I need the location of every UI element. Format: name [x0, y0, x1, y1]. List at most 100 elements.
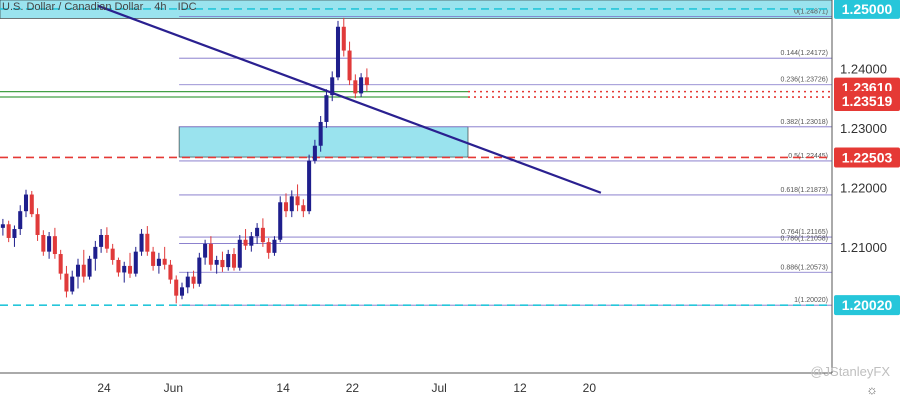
y-tick-label: 1.24000 [840, 61, 887, 76]
y-tick-label: 1.22000 [840, 180, 887, 195]
candle-body [260, 227, 265, 243]
candle-body [12, 229, 17, 238]
candle-body [266, 242, 271, 253]
price-badge-0 [834, 0, 900, 19]
candles-layer [0, 17, 369, 304]
candle-body [353, 80, 358, 94]
candle-body [179, 287, 185, 296]
candle-body [295, 196, 300, 206]
candle-body [231, 254, 237, 268]
candle-body [127, 265, 133, 274]
watermark: @JStanleyFX [810, 364, 890, 379]
candle-body [122, 265, 127, 273]
candle-body [168, 264, 173, 280]
zones-layer [0, 0, 833, 158]
candle-body [35, 214, 40, 235]
price-badge-label: 1.23519 [842, 93, 893, 109]
data-source: IDC [177, 1, 197, 13]
price-badge-label: 1.25000 [842, 1, 893, 17]
fib-level-label: 0.618(1.21873) [781, 187, 828, 194]
candle-body [203, 243, 208, 258]
gear-icon[interactable]: ☼ [866, 382, 878, 397]
fib-level-label: 0.382(1.23018) [781, 119, 828, 126]
candle-body [0, 224, 5, 228]
candle-body [197, 257, 202, 284]
axis-layer: 24 Jun 14 22 Jul 12 20 1.24000 1.23000 1.22000 1.2… [0, 0, 887, 395]
candle-body [41, 234, 46, 252]
fib-level-label: 0.5(1.22445) [788, 153, 828, 160]
levels-layer [0, 8, 832, 306]
candle-body [52, 236, 57, 255]
x-tick-label: Jun [164, 381, 183, 395]
candle-body [6, 224, 11, 238]
candle-body [220, 259, 225, 268]
x-tick-label: Jul [431, 381, 446, 395]
chart-header: U.S. Dollar / Canadian Dollar 4h IDC [2, 1, 205, 13]
candle-body [104, 234, 109, 249]
candle-body [307, 160, 312, 212]
price-badge-3 [834, 147, 900, 168]
trendline-layer [97, 4, 602, 194]
candle-body [364, 77, 369, 86]
support-zone-1 [178, 126, 469, 158]
candle-body [347, 50, 352, 81]
candle-body [23, 194, 29, 212]
candle-body [18, 211, 23, 230]
price-badge-label: 1.22503 [842, 149, 893, 165]
candle-body [335, 26, 341, 78]
candle-body [110, 248, 115, 260]
candle-body [58, 254, 63, 274]
candle-body [139, 233, 144, 252]
candle-body [75, 264, 81, 277]
candle-body [99, 234, 104, 247]
candle-body [312, 145, 317, 161]
fib-level-label: 0.886(1.20573) [781, 264, 828, 271]
candle-body [185, 276, 190, 288]
x-tick-label: 24 [97, 381, 111, 395]
fib-level-label: 0.786(1.21058) [781, 235, 828, 242]
fib-levels-layer: 0(1.24871) 0.144(1.24172) 0.236(1.23726) 0.… [179, 9, 832, 306]
fib-level-label: 0.764(1.21165) [781, 229, 828, 236]
candle-body [226, 254, 231, 268]
trendline [97, 4, 602, 194]
candle-body [133, 251, 138, 274]
fib-level-label: 0(1.24871) [794, 9, 828, 16]
y-tick-label: 1.21000 [840, 240, 887, 255]
candle-body [255, 227, 260, 237]
candle-body [156, 258, 161, 266]
fib-level-label: 1(1.20020) [794, 297, 828, 304]
candle-body [359, 77, 364, 94]
candle-body [272, 239, 277, 253]
x-tick-label: 12 [513, 381, 527, 395]
candle-body [243, 239, 248, 246]
candle-body [341, 26, 346, 51]
candle-body [278, 202, 283, 240]
candle-body [289, 196, 294, 212]
price-badge-label: 1.20020 [842, 297, 893, 313]
y-tick-label: 1.23000 [840, 121, 887, 136]
symbol-name: U.S. Dollar / Canadian Dollar [2, 1, 144, 13]
candle-body [151, 251, 156, 266]
candle-body [318, 121, 323, 146]
candle-body [47, 236, 52, 252]
candle-body [214, 259, 219, 265]
candle-body [191, 276, 196, 284]
fib-level-label: 0.236(1.23726) [781, 77, 828, 84]
x-tick-label: 20 [583, 381, 597, 395]
candle-body [29, 194, 34, 215]
x-tick-label: 22 [346, 381, 360, 395]
candle-body [162, 258, 167, 265]
candle-body [145, 233, 150, 252]
candle-body [116, 259, 121, 273]
candle-body [64, 273, 69, 292]
candle-body [249, 236, 254, 246]
x-tick-label: 14 [276, 381, 290, 395]
candle-body [237, 239, 242, 268]
interval-label: 4h [154, 1, 167, 13]
candle-body [174, 279, 179, 296]
candle-body [324, 95, 329, 122]
candle-body [87, 258, 92, 277]
price-badge-4 [834, 295, 900, 316]
candle-body [330, 77, 335, 96]
